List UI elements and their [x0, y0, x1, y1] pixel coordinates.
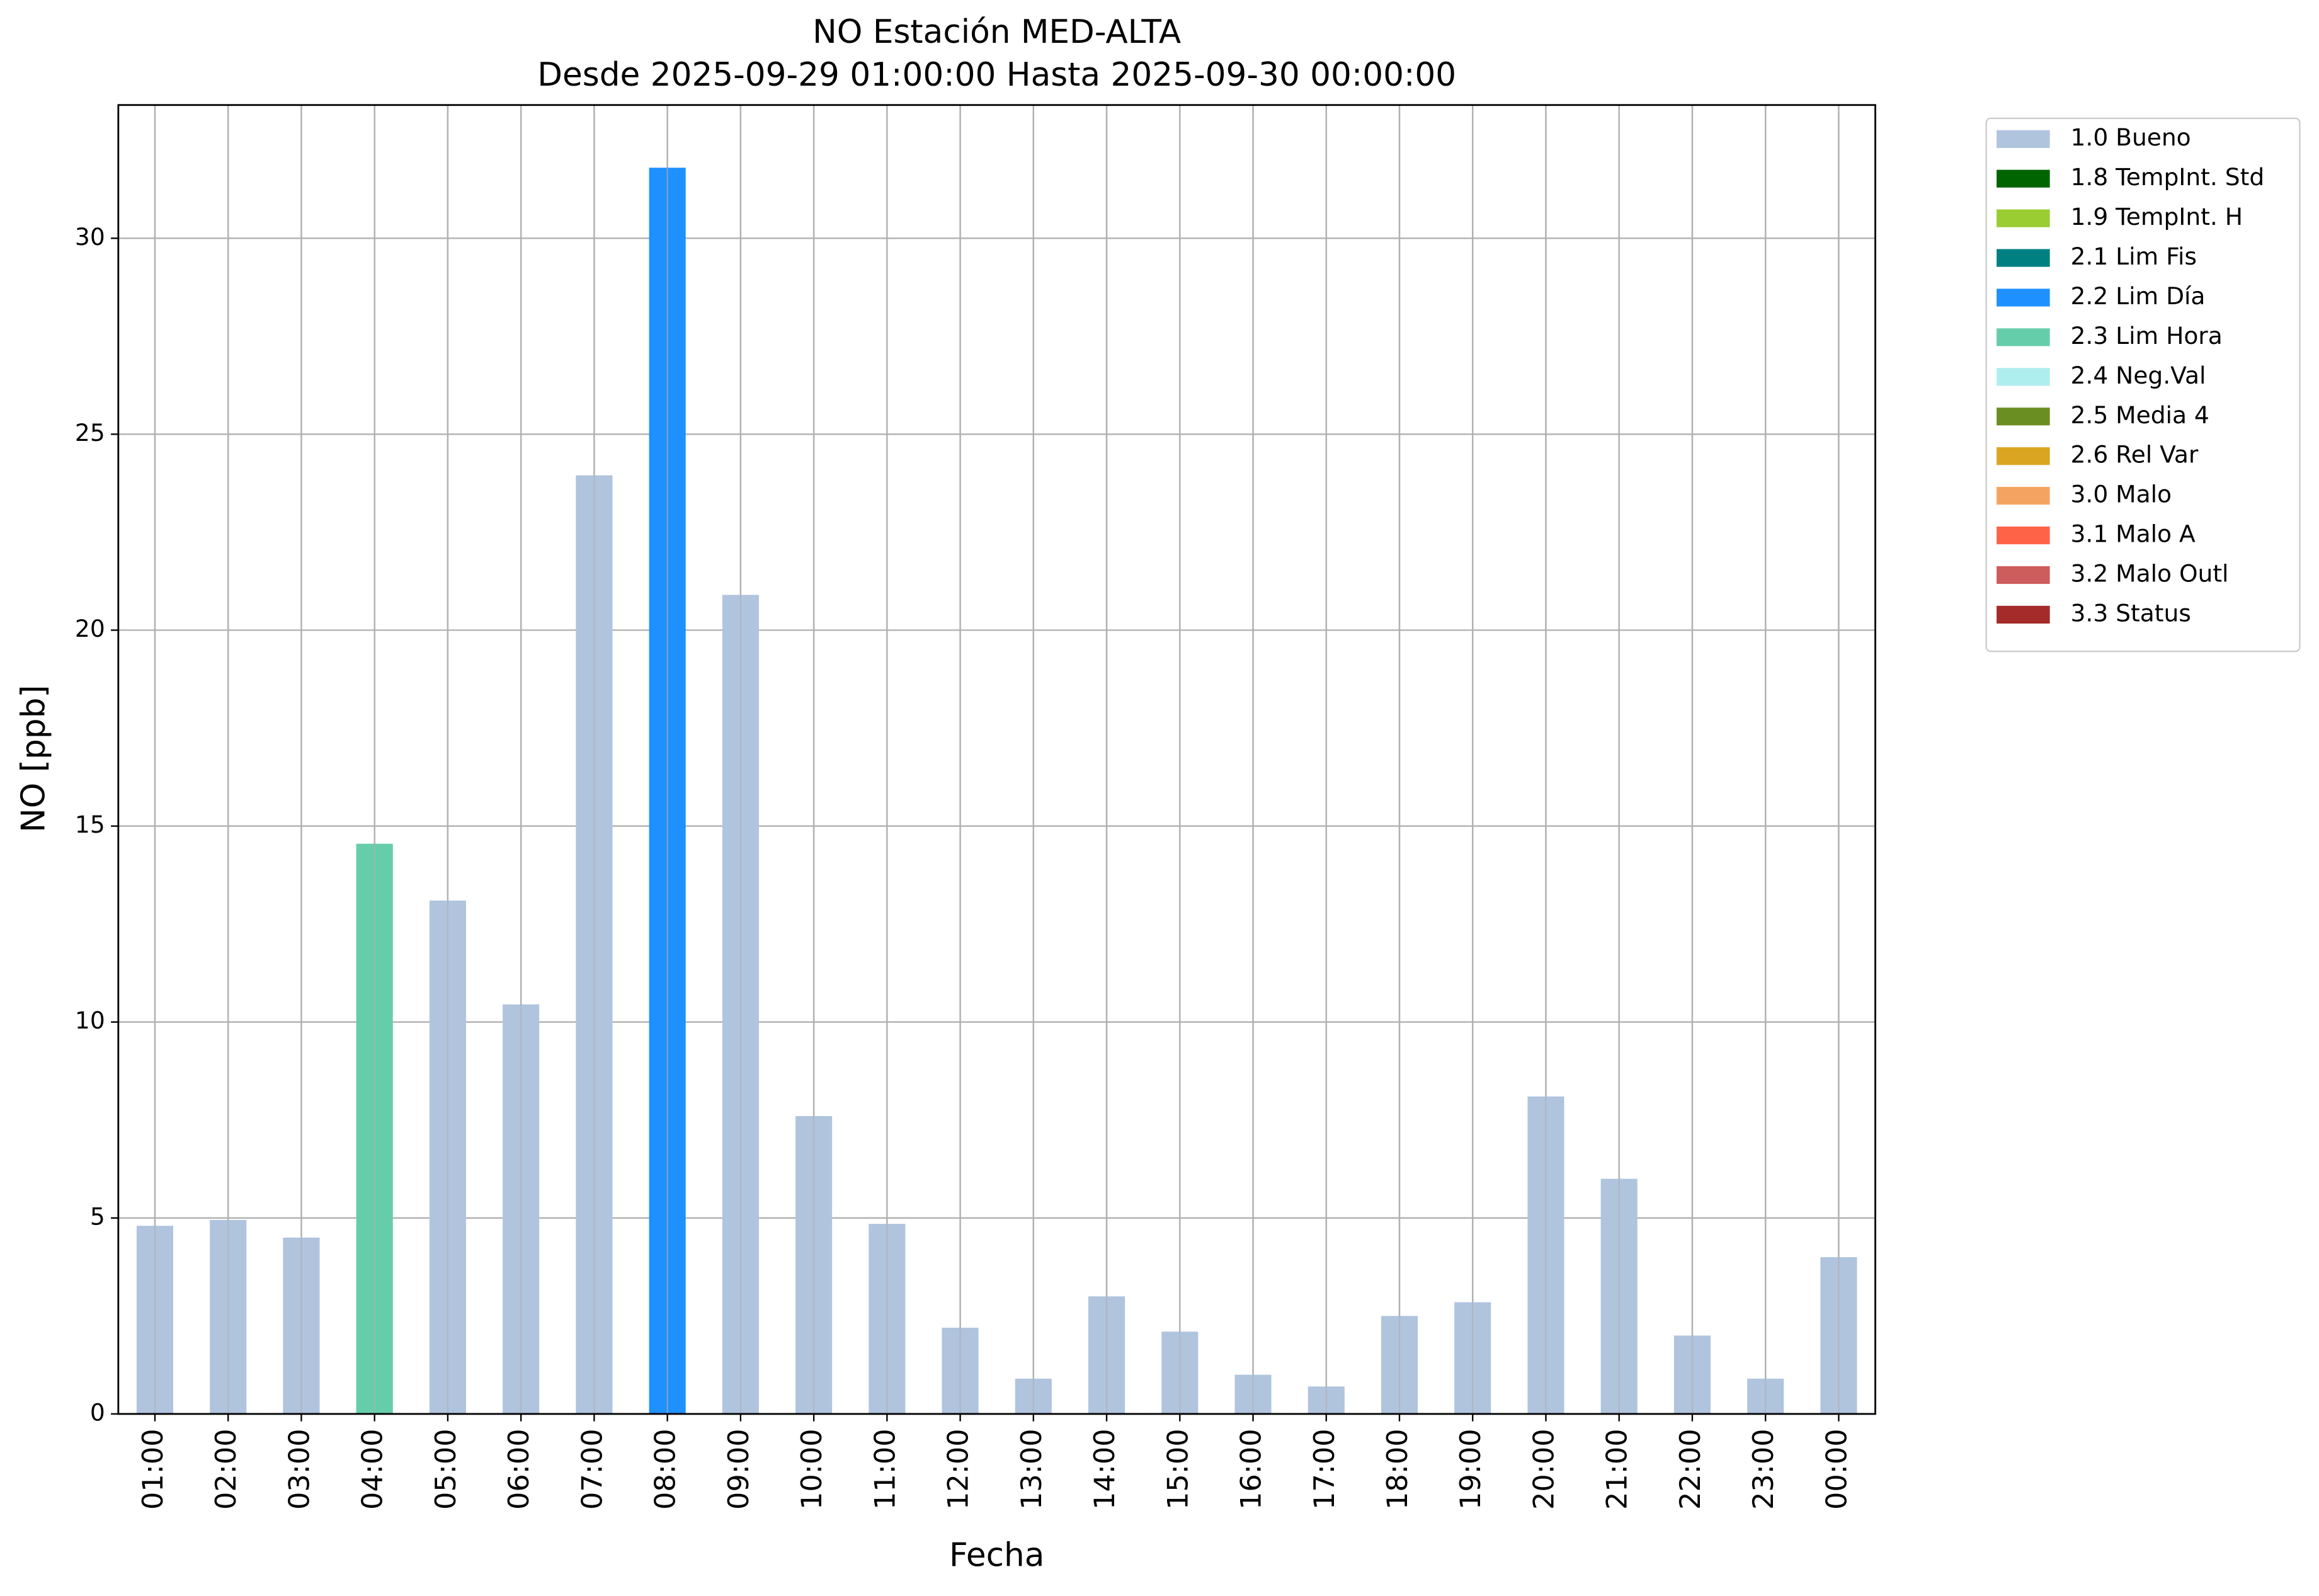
legend-swatch	[1997, 487, 2050, 505]
legend-label: 2.2 Lim Día	[2071, 282, 2206, 310]
legend-swatch	[1997, 605, 2050, 624]
legend-label: 2.3 Lim Hora	[2071, 322, 2223, 350]
legend-label: 3.2 Malo Outl	[2071, 560, 2229, 588]
x-tick-label: 16:00	[1235, 1428, 1268, 1510]
x-tick-label: 01:00	[137, 1428, 169, 1510]
legend-swatch	[1997, 368, 2050, 386]
legend-label: 1.0 Bueno	[2071, 123, 2191, 151]
y-tick-label: 20	[75, 615, 105, 642]
y-tick-label: 0	[90, 1398, 105, 1426]
x-tick-label: 10:00	[795, 1428, 828, 1510]
legend-box	[1985, 117, 2301, 653]
legend-swatch	[1997, 447, 2050, 465]
legend-label: 1.8 TempInt. Std	[2071, 163, 2265, 191]
x-axis-label: Fecha	[949, 1537, 1044, 1575]
x-tick-label: 09:00	[722, 1428, 755, 1510]
x-tick-label: 23:00	[1747, 1428, 1780, 1510]
x-tick-label: 00:00	[1820, 1428, 1853, 1510]
legend-swatch	[1997, 328, 2050, 346]
x-tick-label: 03:00	[283, 1428, 316, 1510]
legend-swatch	[1997, 209, 2050, 227]
legend-label: 3.1 Malo A	[2071, 520, 2196, 548]
x-tick-label: 07:00	[576, 1428, 608, 1510]
x-tick-label: 02:00	[210, 1428, 242, 1510]
x-tick-label: 14:00	[1088, 1428, 1121, 1510]
legend-swatch	[1997, 526, 2050, 545]
legend-swatch	[1997, 249, 2050, 267]
legend-label: 2.6 Rel Var	[2071, 441, 2199, 469]
y-tick-label: 25	[75, 419, 105, 447]
legend-label: 2.5 Media 4	[2071, 401, 2209, 429]
x-tick-label: 17:00	[1308, 1428, 1341, 1510]
x-tick-label: 05:00	[430, 1428, 462, 1510]
y-tick-label: 30	[75, 223, 105, 251]
x-tick-label: 12:00	[942, 1428, 975, 1510]
legend-label: 3.0 Malo	[2071, 481, 2172, 508]
x-tick-label: 06:00	[503, 1428, 535, 1510]
x-tick-label: 04:00	[356, 1428, 389, 1510]
y-axis-label: NO [ppb]	[14, 685, 52, 832]
x-tick-label: 15:00	[1161, 1428, 1194, 1510]
legend-swatch	[1997, 566, 2050, 584]
legend-swatch	[1997, 130, 2050, 148]
x-tick-label: 20:00	[1527, 1428, 1560, 1510]
legend-label: 1.9 TempInt. H	[2071, 203, 2243, 231]
y-tick-label: 5	[90, 1202, 105, 1230]
x-tick-label: 08:00	[649, 1428, 682, 1510]
legend-swatch	[1997, 169, 2050, 188]
x-tick-label: 22:00	[1674, 1428, 1707, 1510]
x-tick-label: 11:00	[869, 1428, 901, 1510]
y-tick-label: 10	[75, 1006, 105, 1034]
x-tick-label: 21:00	[1601, 1428, 1634, 1510]
chart-title: NO Estación MED-ALTA	[812, 13, 1181, 51]
x-tick-label: 19:00	[1454, 1428, 1487, 1510]
y-tick-label: 15	[75, 811, 105, 838]
plot-frame	[117, 104, 1876, 1415]
legend-label: 2.1 Lim Fis	[2071, 242, 2197, 270]
x-tick-label: 13:00	[1015, 1428, 1048, 1510]
chart-subtitle: Desde 2025-09-29 01:00:00 Hasta 2025-09-…	[537, 56, 1456, 94]
x-tick-label: 18:00	[1381, 1428, 1414, 1510]
legend-label: 2.4 Neg.Val	[2071, 362, 2206, 389]
legend-label: 3.3 Status	[2071, 599, 2191, 627]
legend-swatch	[1997, 408, 2050, 426]
legend-swatch	[1997, 288, 2050, 307]
